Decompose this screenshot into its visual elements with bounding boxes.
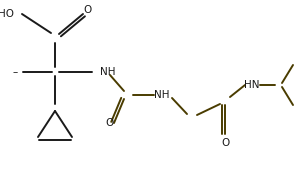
Text: O: O (84, 5, 92, 15)
Text: NH: NH (100, 67, 115, 77)
Text: O: O (221, 138, 229, 148)
Text: HN: HN (244, 80, 260, 90)
Text: NH: NH (154, 90, 170, 100)
Text: –: – (13, 67, 18, 77)
Text: HO: HO (0, 9, 14, 19)
Text: O: O (106, 118, 114, 128)
